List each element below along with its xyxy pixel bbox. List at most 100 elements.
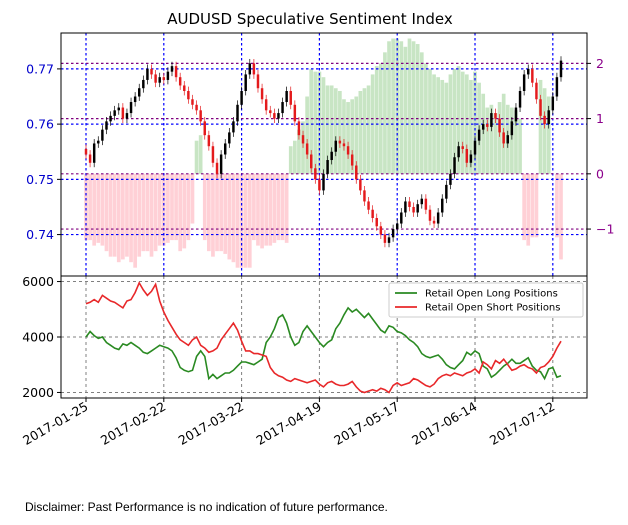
candle-body <box>428 209 432 221</box>
candle-body <box>101 129 104 141</box>
candle-body <box>301 135 305 144</box>
sentiment-bar <box>207 173 211 252</box>
candle-body <box>293 104 297 122</box>
sentiment-bar <box>100 173 105 246</box>
sentiment-bar <box>288 146 293 174</box>
candle-body <box>154 74 157 83</box>
sentiment-bar <box>440 79 445 174</box>
sentiment-bar <box>333 88 338 174</box>
candle-body <box>133 96 137 103</box>
candle-body <box>88 154 92 163</box>
sentiment-bar <box>530 173 535 238</box>
sentiment-bar <box>137 173 142 257</box>
positions-tick-label: 2000 <box>22 385 54 400</box>
candle-body <box>420 198 424 205</box>
sentiment-bar <box>362 88 367 174</box>
candle-body <box>203 121 206 136</box>
sentiment-bar <box>182 173 187 249</box>
candle-body <box>535 82 538 100</box>
sentiment-bar <box>178 173 183 252</box>
candle-body <box>170 66 174 72</box>
sentiment-bar <box>366 85 371 174</box>
candle-body <box>322 173 325 191</box>
candlesticks <box>84 56 563 248</box>
candle-body <box>138 88 141 97</box>
candle-body <box>125 113 129 119</box>
candle-body <box>449 173 452 185</box>
date-tick-label: 2017-07-12 <box>487 399 557 448</box>
sentiment-bar <box>374 66 379 174</box>
positions-tick-label: 6000 <box>22 274 54 289</box>
candle-body <box>379 226 383 235</box>
sentiment-bar <box>432 74 436 174</box>
candle-body <box>142 79 145 89</box>
date-tick-label: 2017-06-14 <box>409 399 479 448</box>
date-axis: 2017-01-25 2017-02-22 2017-03-22 2017-04-19… <box>20 398 557 448</box>
date-tick-label: 2017-05-17 <box>331 399 401 448</box>
candle-body <box>367 201 370 210</box>
candle-body <box>305 143 309 155</box>
sentiment-bar <box>239 173 244 268</box>
sentiment-bar <box>174 173 178 241</box>
candle-body <box>387 237 391 243</box>
sentiment-bar <box>378 63 383 174</box>
candle-body <box>547 110 550 125</box>
candle-body <box>166 71 170 80</box>
sentiment-bar <box>116 173 121 263</box>
sentiment-bar <box>96 173 101 243</box>
candle-body <box>248 63 252 75</box>
sentiment-bar <box>166 173 170 243</box>
sentiment-bar <box>170 173 174 241</box>
sentiment-bar <box>358 90 363 174</box>
candle-body <box>494 113 497 119</box>
sentiment-bar <box>469 79 473 174</box>
legend-label-long: Retail Open Long Positions <box>425 289 558 300</box>
legend-box <box>388 282 584 318</box>
sentiment-bar <box>448 74 453 174</box>
candle-body <box>457 146 460 158</box>
sentiment-bar <box>202 173 207 241</box>
candle-body <box>219 154 223 174</box>
sentiment-bar <box>354 96 359 174</box>
candle-body <box>121 107 125 119</box>
candle-body <box>146 68 149 80</box>
sentiment-bar <box>125 173 129 257</box>
candle-body <box>326 160 329 174</box>
candle-body <box>391 229 395 238</box>
candle-body <box>191 99 194 105</box>
sentiment-bar <box>153 173 158 252</box>
candle-body <box>363 190 366 202</box>
candle-body <box>518 90 522 108</box>
candle-body <box>383 234 387 243</box>
sentiment-bar <box>317 71 322 174</box>
sentiment-bar <box>338 90 342 174</box>
sentiment-bar <box>387 41 391 174</box>
sentiment-bar <box>129 173 133 263</box>
candle-body <box>461 146 464 149</box>
sentiment-bar <box>493 113 498 174</box>
candle-body <box>109 115 112 122</box>
sentiment-bar <box>436 77 440 174</box>
candle-body <box>334 140 338 152</box>
sentiment-bar <box>141 173 146 252</box>
candle-body <box>559 60 563 78</box>
sentiment-bar <box>92 173 97 246</box>
candle-body <box>318 179 321 191</box>
candle-body <box>183 85 186 91</box>
positions-tick-label: 4000 <box>22 330 54 345</box>
price-tick-label: 0.76 <box>26 117 54 132</box>
candle-body <box>211 146 215 163</box>
candle-body <box>187 90 190 100</box>
sentiment-bar <box>395 38 400 174</box>
sentiment-bar <box>346 102 350 174</box>
sentiment-bar <box>211 173 215 257</box>
candle-body <box>469 154 473 163</box>
candle-body <box>424 198 428 210</box>
candle-body <box>162 77 166 80</box>
candle-body <box>207 135 211 147</box>
sentiment-bar <box>526 173 531 246</box>
sentiment-bar <box>145 173 150 252</box>
candle-body <box>395 223 399 230</box>
series-line-long <box>85 306 562 381</box>
